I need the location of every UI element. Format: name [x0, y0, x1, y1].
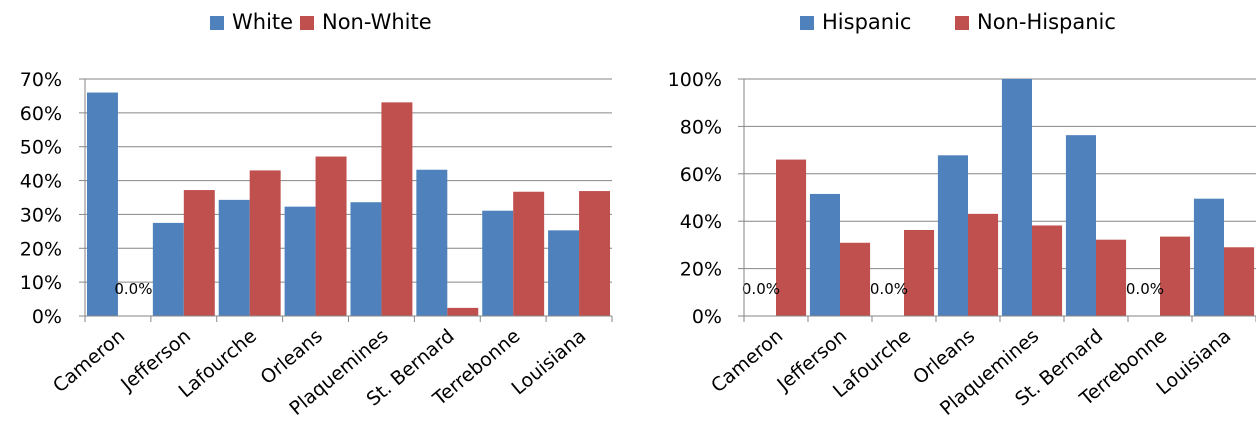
chart-1: 0%10%20%30%40%50%60%70%0.0%CameronJeffer…	[20, 10, 613, 420]
bar-non-white-louisiana	[579, 191, 611, 316]
bar-non-white-st-bernard	[447, 307, 479, 316]
bar-non-hispanic-orleans	[968, 213, 999, 316]
legend-label: Hispanic	[822, 10, 911, 34]
y-tick-label: 20%	[20, 238, 62, 260]
legend-label: Non-White	[322, 10, 432, 34]
legend-swatch	[800, 16, 814, 30]
y-tick-label: 70%	[20, 69, 62, 91]
bar-non-hispanic-louisiana	[1224, 247, 1255, 316]
y-tick-label: 80%	[680, 116, 722, 138]
y-tick-label: 100%	[668, 69, 722, 91]
bar-white-louisiana	[548, 230, 580, 316]
bar-white-lafourche	[218, 199, 250, 316]
bar-non-white-terrebonne	[513, 191, 545, 316]
y-tick-label: 20%	[680, 259, 722, 281]
legend-swatch	[210, 16, 224, 30]
bar-white-jefferson	[152, 222, 184, 316]
y-tick-label: 0%	[32, 306, 62, 328]
y-tick-label: 0%	[692, 306, 722, 328]
bar-non-white-plaquemines	[381, 102, 413, 317]
legend-label: White	[232, 10, 293, 34]
bar-non-white-lafourche	[249, 170, 281, 316]
bar-non-hispanic-lafourche	[904, 229, 935, 316]
bar-non-hispanic-jefferson	[840, 242, 871, 316]
y-tick-label: 10%	[20, 272, 62, 294]
bar-white-terrebonne	[482, 210, 514, 316]
bar-hispanic-jefferson	[809, 193, 840, 316]
x-category-label: Louisiana	[507, 325, 590, 400]
chart-2: 0%20%40%60%80%100%0.0% 0.0% 0.0%CameronJef…	[668, 10, 1256, 420]
bar-white-plaquemines	[350, 202, 382, 316]
legend-swatch	[300, 16, 314, 30]
x-category-label: Cameron	[707, 325, 787, 397]
bar-white-orleans	[284, 206, 316, 316]
data-label: 0.0%	[742, 280, 780, 298]
bar-hispanic-orleans	[937, 155, 968, 316]
x-category-label: Cameron	[49, 325, 129, 397]
y-tick-label: 40%	[680, 211, 722, 233]
y-tick-label: 50%	[20, 137, 62, 159]
data-label: 0.0%	[870, 280, 908, 298]
y-tick-label: 40%	[20, 171, 62, 193]
legend-label: Non-Hispanic	[977, 10, 1116, 34]
legend-swatch	[955, 16, 969, 30]
bar-non-hispanic-st-bernard	[1096, 239, 1127, 316]
bar-white-st-bernard	[416, 169, 448, 316]
y-tick-label: 60%	[20, 103, 62, 125]
bar-non-hispanic-terrebonne	[1160, 236, 1191, 316]
bar-non-hispanic-plaquemines	[1032, 225, 1063, 316]
bar-non-white-orleans	[315, 156, 347, 316]
bar-non-white-jefferson	[183, 190, 215, 316]
data-label: 0.0%	[114, 280, 152, 298]
bar-white-cameron	[86, 92, 118, 317]
bar-non-hispanic-cameron	[776, 159, 807, 316]
y-tick-label: 60%	[680, 164, 722, 186]
bar-hispanic-st-bernard	[1065, 135, 1096, 316]
data-label: 0.0%	[1126, 280, 1164, 298]
bar-hispanic-louisiana	[1193, 198, 1224, 316]
bar-hispanic-plaquemines	[1001, 79, 1032, 316]
y-tick-label: 30%	[20, 204, 62, 226]
